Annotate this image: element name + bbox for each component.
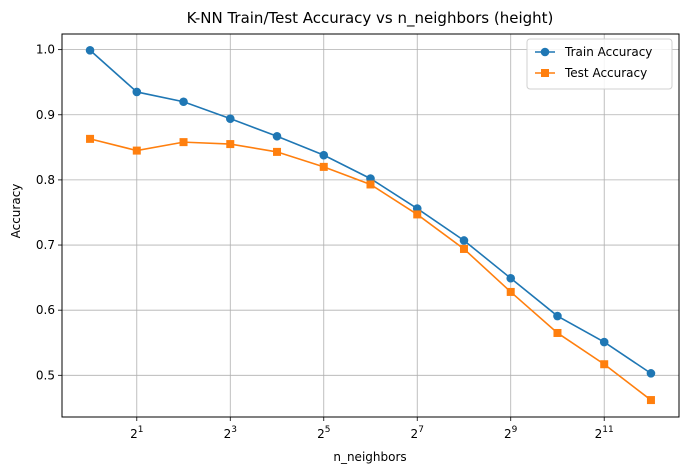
- legend-box: [526, 38, 673, 90]
- x-tick-base: 2: [504, 427, 512, 441]
- y-tick-label: 0.6: [36, 303, 55, 317]
- legend: Train Accuracy Test Accuracy: [526, 38, 673, 90]
- data-point: [273, 147, 282, 156]
- series-0: [85, 45, 656, 378]
- x-tick-exponent: 9: [512, 425, 518, 435]
- data-point: [272, 131, 282, 141]
- x-tick-base: 2: [595, 427, 603, 441]
- chart-title: K-NN Train/Test Accuracy vs n_neighbors …: [187, 9, 554, 28]
- grid-lines: [62, 34, 679, 417]
- data-point: [506, 273, 516, 283]
- data-point: [506, 287, 515, 296]
- x-tick-label: 27: [411, 425, 424, 441]
- x-tick-label: 23: [224, 425, 237, 441]
- x-tick-base: 2: [224, 427, 232, 441]
- data-point: [600, 360, 609, 369]
- x-tick-exponent: 3: [231, 425, 237, 435]
- data-point: [553, 311, 562, 321]
- x-tick-exponent: 7: [418, 425, 424, 435]
- x-tick-label: 29: [504, 425, 518, 441]
- data-point: [225, 114, 235, 123]
- legend-marker: [541, 69, 549, 77]
- legend-marker: [540, 47, 550, 57]
- x-tick-base: 2: [411, 427, 419, 441]
- y-tick-label: 1.0: [36, 43, 55, 57]
- y-tick-label: 0.5: [36, 368, 55, 382]
- y-tick-label: 0.8: [36, 173, 55, 187]
- data-point: [319, 150, 329, 160]
- legend-label: Train Accuracy: [564, 45, 652, 59]
- x-tick-base: 2: [130, 427, 138, 441]
- legend-item: Train Accuracy: [535, 45, 652, 59]
- y-axis-label: Accuracy: [9, 184, 23, 239]
- data-point: [366, 180, 375, 189]
- data-point: [459, 244, 468, 253]
- x-tick-base: 2: [317, 427, 325, 441]
- x-tick-label: 25: [317, 425, 330, 441]
- data-point: [85, 45, 95, 55]
- x-tick-exponent: 1: [138, 425, 144, 435]
- data-point: [179, 138, 188, 147]
- data-point: [599, 337, 609, 347]
- data-point: [646, 396, 655, 405]
- data-point: [132, 87, 142, 97]
- x-tick-exponent: 11: [602, 425, 613, 435]
- x-tick-label: 21: [130, 425, 143, 441]
- x-tick-label: 211: [595, 425, 614, 441]
- legend-item: Test Accuracy: [535, 66, 647, 80]
- x-tick-exponent: 5: [325, 425, 331, 435]
- series-line: [89, 49, 652, 375]
- y-tick-label: 0.7: [36, 238, 55, 252]
- data-point: [646, 369, 656, 378]
- series-layer: [85, 45, 656, 405]
- data-point: [86, 134, 95, 143]
- data-point: [319, 162, 328, 171]
- data-point: [553, 328, 562, 337]
- x-axis-label: n_neighbors: [333, 450, 406, 464]
- axis-ticks: 0.50.60.70.80.91.021 23 25 27 29 211: [36, 43, 614, 441]
- y-tick-label: 0.9: [36, 108, 55, 122]
- data-point: [226, 140, 235, 149]
- legend-label: Test Accuracy: [564, 66, 647, 80]
- plot-frame: [61, 33, 680, 418]
- data-point: [413, 210, 422, 219]
- data-point: [459, 236, 469, 245]
- data-point: [179, 97, 188, 107]
- data-point: [132, 146, 141, 155]
- series-1: [86, 134, 655, 405]
